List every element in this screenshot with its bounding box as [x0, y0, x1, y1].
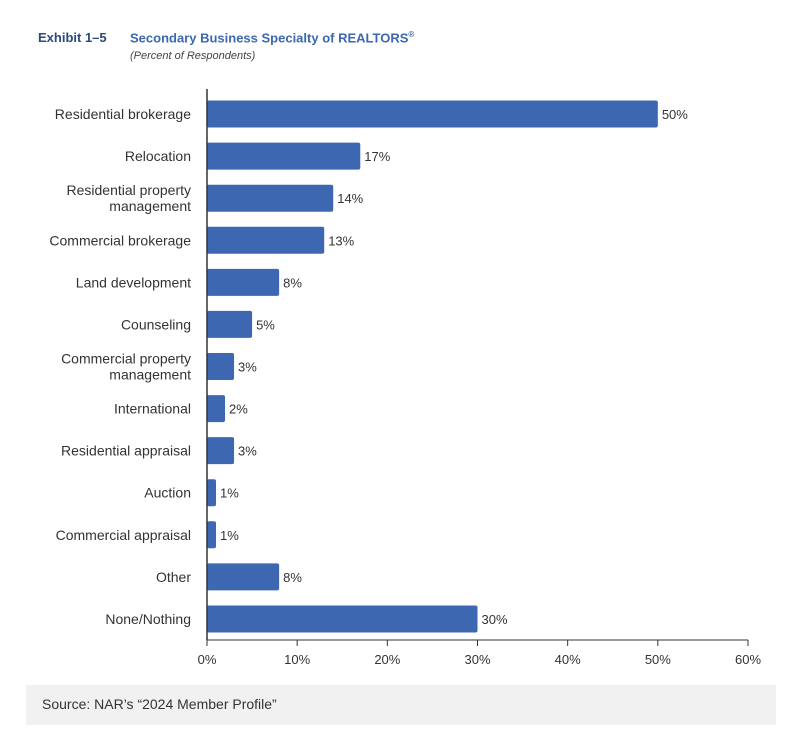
bar: [207, 479, 217, 507]
data-label: 5%: [256, 317, 275, 332]
category-label: Land development: [76, 274, 191, 290]
category-label: International: [114, 401, 191, 417]
bar: [207, 521, 217, 549]
x-tick-label: 50%: [645, 652, 671, 667]
data-label: 50%: [662, 107, 688, 122]
category-label: Other: [156, 569, 191, 585]
source-box: Source: NAR’s “2024 Member Profile”: [26, 685, 776, 725]
chart-title: Secondary Business Specialty of REALTORS…: [130, 30, 414, 45]
x-tick-label: 10%: [284, 652, 310, 667]
data-label: 3%: [238, 444, 257, 459]
category-label: Auction: [144, 485, 191, 501]
category-label: management: [109, 367, 191, 383]
category-label: Commercial property: [61, 351, 191, 367]
bar: [207, 563, 280, 591]
source-note: Source: NAR’s “2024 Member Profile”: [42, 696, 277, 712]
data-label: 1%: [220, 486, 239, 501]
category-label: Commercial appraisal: [56, 527, 191, 543]
data-label: 1%: [220, 528, 239, 543]
bar: [207, 605, 478, 633]
category-label: Counseling: [121, 316, 191, 332]
data-label: 17%: [364, 149, 390, 164]
chart-subtitle: (Percent of Respondents): [130, 50, 256, 62]
category-label: Commercial brokerage: [49, 232, 191, 248]
category-label: Residential brokerage: [55, 106, 191, 122]
registered-mark: ®: [408, 30, 415, 39]
bar-chart: 50% Residential brokerage 17% Relocation 14%…: [49, 89, 761, 667]
bar: [207, 142, 361, 170]
category-label: Residential appraisal: [61, 443, 191, 459]
bar: [207, 184, 334, 212]
bar: [207, 268, 280, 296]
exhibit-number: Exhibit 1–5: [38, 30, 107, 45]
data-label: 2%: [229, 402, 248, 417]
bar: [207, 395, 226, 423]
bar: [207, 437, 235, 465]
category-label: management: [109, 198, 191, 214]
data-label: 14%: [337, 191, 363, 206]
chart-title-text: Secondary Business Specialty of REALTORS: [130, 30, 409, 46]
category-label: Relocation: [125, 148, 191, 164]
category-label: None/Nothing: [105, 611, 191, 627]
data-label: 3%: [238, 360, 257, 375]
x-tick-label: 60%: [735, 652, 761, 667]
bar: [207, 226, 325, 254]
x-tick-label: 0%: [198, 652, 217, 667]
bar: [207, 100, 658, 128]
category-label: Residential property: [66, 182, 191, 198]
data-label: 8%: [283, 275, 302, 290]
data-label: 8%: [283, 570, 302, 585]
data-label: 13%: [328, 233, 354, 248]
x-tick-label: 30%: [464, 652, 490, 667]
x-tick-label: 20%: [374, 652, 400, 667]
x-tick-label: 40%: [555, 652, 581, 667]
data-label: 30%: [482, 612, 508, 627]
bar: [207, 353, 235, 380]
bar: [207, 310, 253, 338]
